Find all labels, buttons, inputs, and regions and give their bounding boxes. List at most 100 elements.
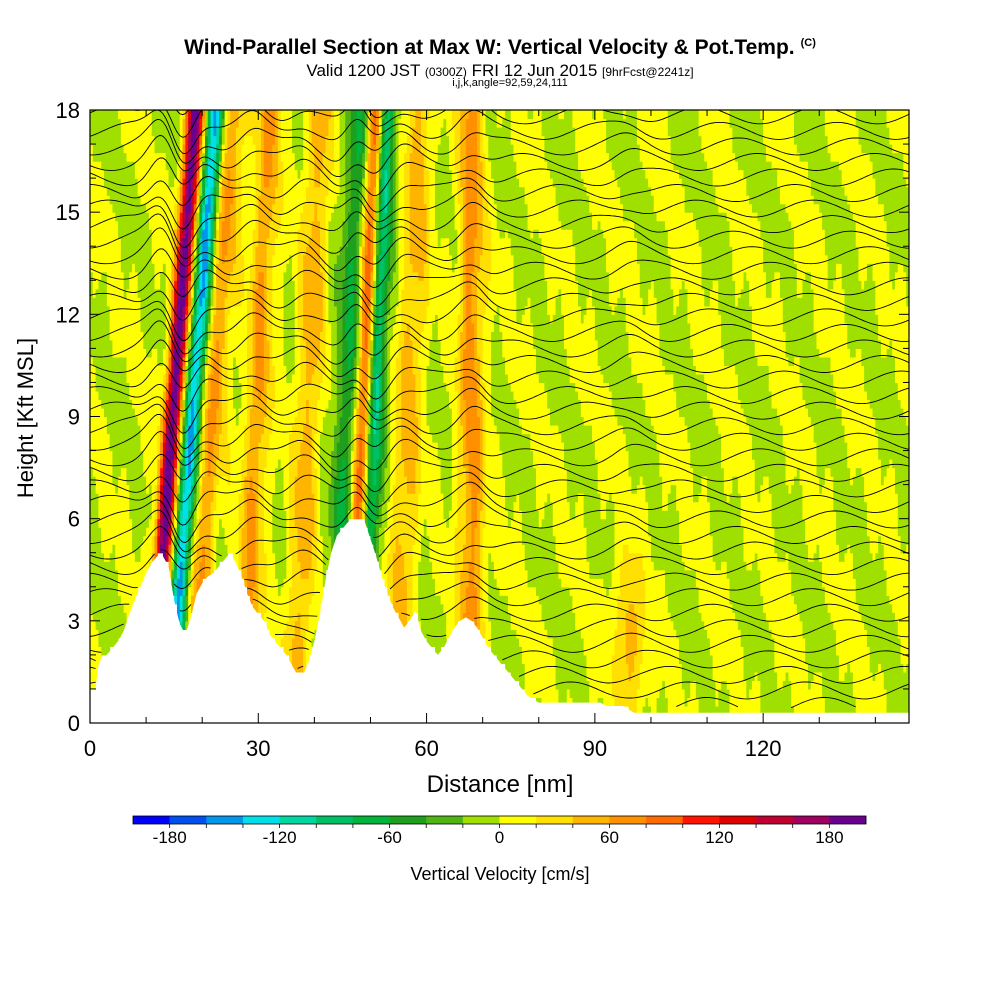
velocity-cell [140,493,144,503]
velocity-cell [120,254,125,264]
velocity-cell [92,637,97,647]
velocity-cell [106,135,111,145]
velocity-cell [106,416,111,426]
velocity-cell [101,578,105,588]
velocity-cell [106,348,111,358]
velocity-cell [98,450,102,460]
velocity-cell [112,612,116,622]
velocity-cell [134,501,139,511]
velocity-cell [134,161,139,171]
velocity-cell [129,484,133,494]
velocity-cell [90,493,94,503]
velocity-cell [106,552,111,562]
velocity-cell [101,433,105,443]
velocity-cell [118,237,122,247]
velocity-cell [90,459,94,469]
velocity-cell [98,331,102,341]
velocity-cell [126,467,130,477]
velocity-cell [92,229,97,239]
velocity-cell [98,305,102,315]
velocity-cell [132,297,136,307]
velocity-cell [118,390,122,401]
velocity-cell [92,186,97,196]
velocity-cell [115,348,119,358]
velocity-cell [123,603,128,613]
velocity-cell [106,620,111,630]
velocity-cell [137,237,142,247]
velocity-cell [112,118,116,128]
velocity-cell [132,425,136,435]
velocity-cell [115,288,119,298]
velocity-cell [112,271,116,281]
velocity-cell [115,510,119,520]
velocity-cell [126,552,130,562]
velocity-cell [90,544,94,554]
velocity-cell [129,169,133,179]
velocity-cell [95,229,100,239]
velocity-cell [109,195,114,205]
velocity-cell [95,390,100,401]
velocity-cell [106,322,111,332]
velocity-cell [129,527,133,537]
velocity-cell [112,433,116,443]
velocity-cell [90,110,94,120]
velocity-cell [129,152,133,162]
velocity-cell [109,544,114,554]
velocity-cell [115,578,119,588]
velocity-cell [90,297,94,307]
velocity-cell [106,212,111,222]
velocity-cell [123,544,128,554]
velocity-cell [92,544,97,554]
velocity-cell [104,212,108,222]
velocity-cell [123,144,128,154]
velocity-cell [98,586,102,596]
velocity-cell [123,271,128,281]
velocity-cell [120,390,125,401]
velocity-cell [112,382,116,392]
velocity-cell [92,595,97,605]
velocity-cell [112,110,116,120]
velocity-cell [134,450,139,460]
velocity-cell [112,305,116,315]
velocity-cell [132,535,136,545]
velocity-cell [126,135,130,145]
velocity-cell [129,305,133,315]
velocity-cell [112,348,116,358]
velocity-cell [129,603,133,613]
velocity-cell [126,314,130,324]
velocity-cell [134,288,139,298]
velocity-cell [112,203,116,213]
velocity-cell [126,178,130,188]
velocity-cell [118,331,122,341]
velocity-cell [95,399,100,409]
velocity-cell [95,612,100,622]
velocity-cell [90,399,94,409]
velocity-cell [134,178,139,188]
velocity-cell [120,339,125,349]
velocity-cell [106,578,111,588]
velocity-cell [106,407,111,418]
velocity-cell [106,373,111,384]
velocity-cell [118,229,122,239]
velocity-cell [101,339,105,349]
velocity-cell [126,263,130,273]
velocity-cell [137,484,142,494]
velocity-cell [137,322,142,332]
velocity-cell [104,595,108,605]
velocity-cell [132,288,136,298]
velocity-cell [129,254,133,264]
velocity-cell [98,152,102,162]
velocity-cell [126,373,130,384]
velocity-cell [106,314,111,324]
velocity-cell [132,246,136,256]
velocity-cell [137,127,142,137]
velocity-cell [109,561,114,571]
velocity-cell [112,561,116,571]
velocity-cell [90,450,94,460]
velocity-cell [118,595,122,605]
velocity-cell [98,501,102,511]
velocity-cell [126,110,130,120]
velocity-cell [101,518,105,528]
velocity-cell [120,399,125,409]
velocity-cell [92,246,97,256]
